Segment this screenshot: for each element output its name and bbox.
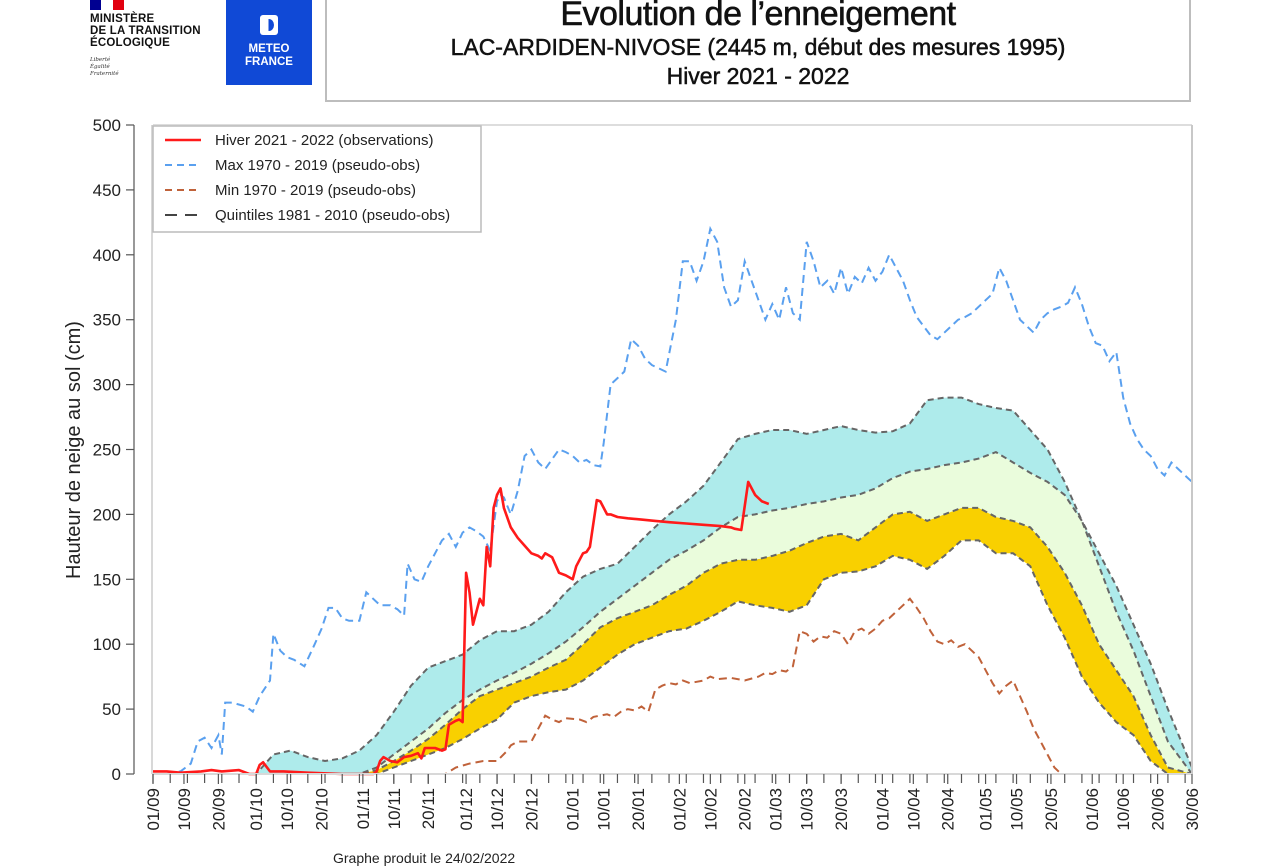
- quintile-line-3: [153, 450, 1193, 775]
- x-tick-label: 10/06: [1114, 788, 1133, 831]
- meteo-france-name: METEO FRANCE: [245, 43, 293, 68]
- x-tick-label: 10/02: [701, 788, 720, 831]
- min-line: [153, 597, 1192, 775]
- y-tick-label: 100: [93, 635, 121, 654]
- french-flag-icon: [90, 0, 124, 10]
- legend-label: Quintiles 1981 - 2010 (pseudo-obs): [215, 207, 450, 224]
- x-tick-label: 01/03: [767, 788, 786, 831]
- y-tick-label: 0: [112, 765, 121, 784]
- y-tick-label: 400: [93, 246, 121, 265]
- x-tick-label: 01/11: [354, 788, 373, 829]
- y-tick-label: 50: [102, 700, 121, 719]
- x-tick-label: 01/04: [873, 788, 892, 831]
- meteo-france-logo: METEO FRANCE: [226, 0, 312, 85]
- x-tick-label: 10/03: [798, 788, 817, 831]
- quintile-line-1: [153, 539, 1192, 775]
- y-tick-label: 250: [93, 441, 121, 460]
- x-tick-label: 20/10: [313, 788, 332, 831]
- x-tick-label: 10/05: [1008, 788, 1027, 831]
- y-tick-label: 500: [93, 116, 121, 135]
- quintile-bands: [153, 397, 1192, 774]
- x-tick-label: 01/12: [457, 788, 476, 831]
- legend-label: Min 1970 - 2019 (pseudo-obs): [215, 182, 416, 199]
- x-tick-label: 20/06: [1149, 788, 1168, 831]
- ministere-logo: MINISTÈRE DE LA TRANSITION ÉCOLOGIQUE Li…: [90, 0, 230, 90]
- footer-production-date: Graphe produit le 24/02/2022: [333, 850, 516, 866]
- x-tick-label: 20/04: [939, 788, 958, 831]
- x-tick-label: 01/09: [144, 788, 163, 831]
- x-tick-label: 10/01: [595, 788, 614, 831]
- y-axis-label: Hauteur de neige au sol (cm): [63, 321, 85, 579]
- x-tick-label: 01/02: [670, 788, 689, 831]
- x-tick-label: 01/06: [1083, 788, 1102, 831]
- x-tick-label: 10/11: [385, 788, 404, 829]
- flag-white: [101, 0, 113, 10]
- x-tick-label: 20/01: [629, 788, 648, 831]
- flag-blue: [90, 0, 102, 10]
- x-tick-label: 10/10: [278, 788, 297, 831]
- x-tick-label: 20/11: [419, 788, 438, 829]
- x-tick-label: 10/09: [175, 788, 194, 831]
- y-tick-label: 150: [93, 570, 121, 589]
- x-tick-label: 30/06: [1183, 788, 1202, 831]
- meteo-france-emblem-icon: [260, 15, 278, 35]
- x-tick-label: 10/04: [904, 788, 923, 831]
- legend: Hiver 2021 - 2022 (observations) Max 1970…: [152, 125, 482, 233]
- ministry-motto: Liberté Égalité Fraternité: [90, 57, 119, 77]
- x-tick-label: 20/09: [209, 788, 228, 831]
- station-subtitle: LAC-ARDIDEN-NIVOSE (2445 m, début des me…: [450, 34, 1066, 61]
- chart-title: Evolution de l’enneigement: [560, 0, 956, 33]
- legend-label: Max 1970 - 2019 (pseudo-obs): [215, 157, 420, 174]
- x-tick-label: 01/01: [564, 788, 583, 831]
- season-label: Hiver 2021 - 2022: [666, 63, 850, 90]
- quintile-line-2: [153, 506, 1193, 775]
- y-tick-label: 450: [93, 181, 121, 200]
- y-tick-label: 300: [93, 376, 121, 395]
- max-min-lines: [153, 225, 1193, 775]
- y-tick-label: 200: [93, 505, 121, 524]
- x-tick-label: 01/10: [247, 788, 266, 831]
- title-box: Evolution de l’enneigement LAC-ARDIDEN-N…: [325, 0, 1191, 102]
- x-tick-label: 20/02: [736, 788, 755, 831]
- legend-label: Hiver 2021 - 2022 (observations): [215, 132, 433, 149]
- quintile-lines: [153, 396, 1193, 775]
- axes: 0 50 100 150 200 250 300 350 400 450 500 01/09 10/09…: [93, 116, 1202, 831]
- x-tick-label: 20/05: [1042, 788, 1061, 831]
- x-tick-label: 20/12: [522, 788, 541, 831]
- x-tick-label: 01/05: [977, 788, 996, 831]
- legend-box: [152, 125, 482, 233]
- y-tick-label: 350: [93, 311, 121, 330]
- ministry-name: MINISTÈRE DE LA TRANSITION ÉCOLOGIQUE: [90, 13, 201, 49]
- x-tick-label: 10/12: [488, 788, 507, 831]
- flag-red: [112, 0, 124, 10]
- x-tick-label: 20/03: [832, 788, 851, 831]
